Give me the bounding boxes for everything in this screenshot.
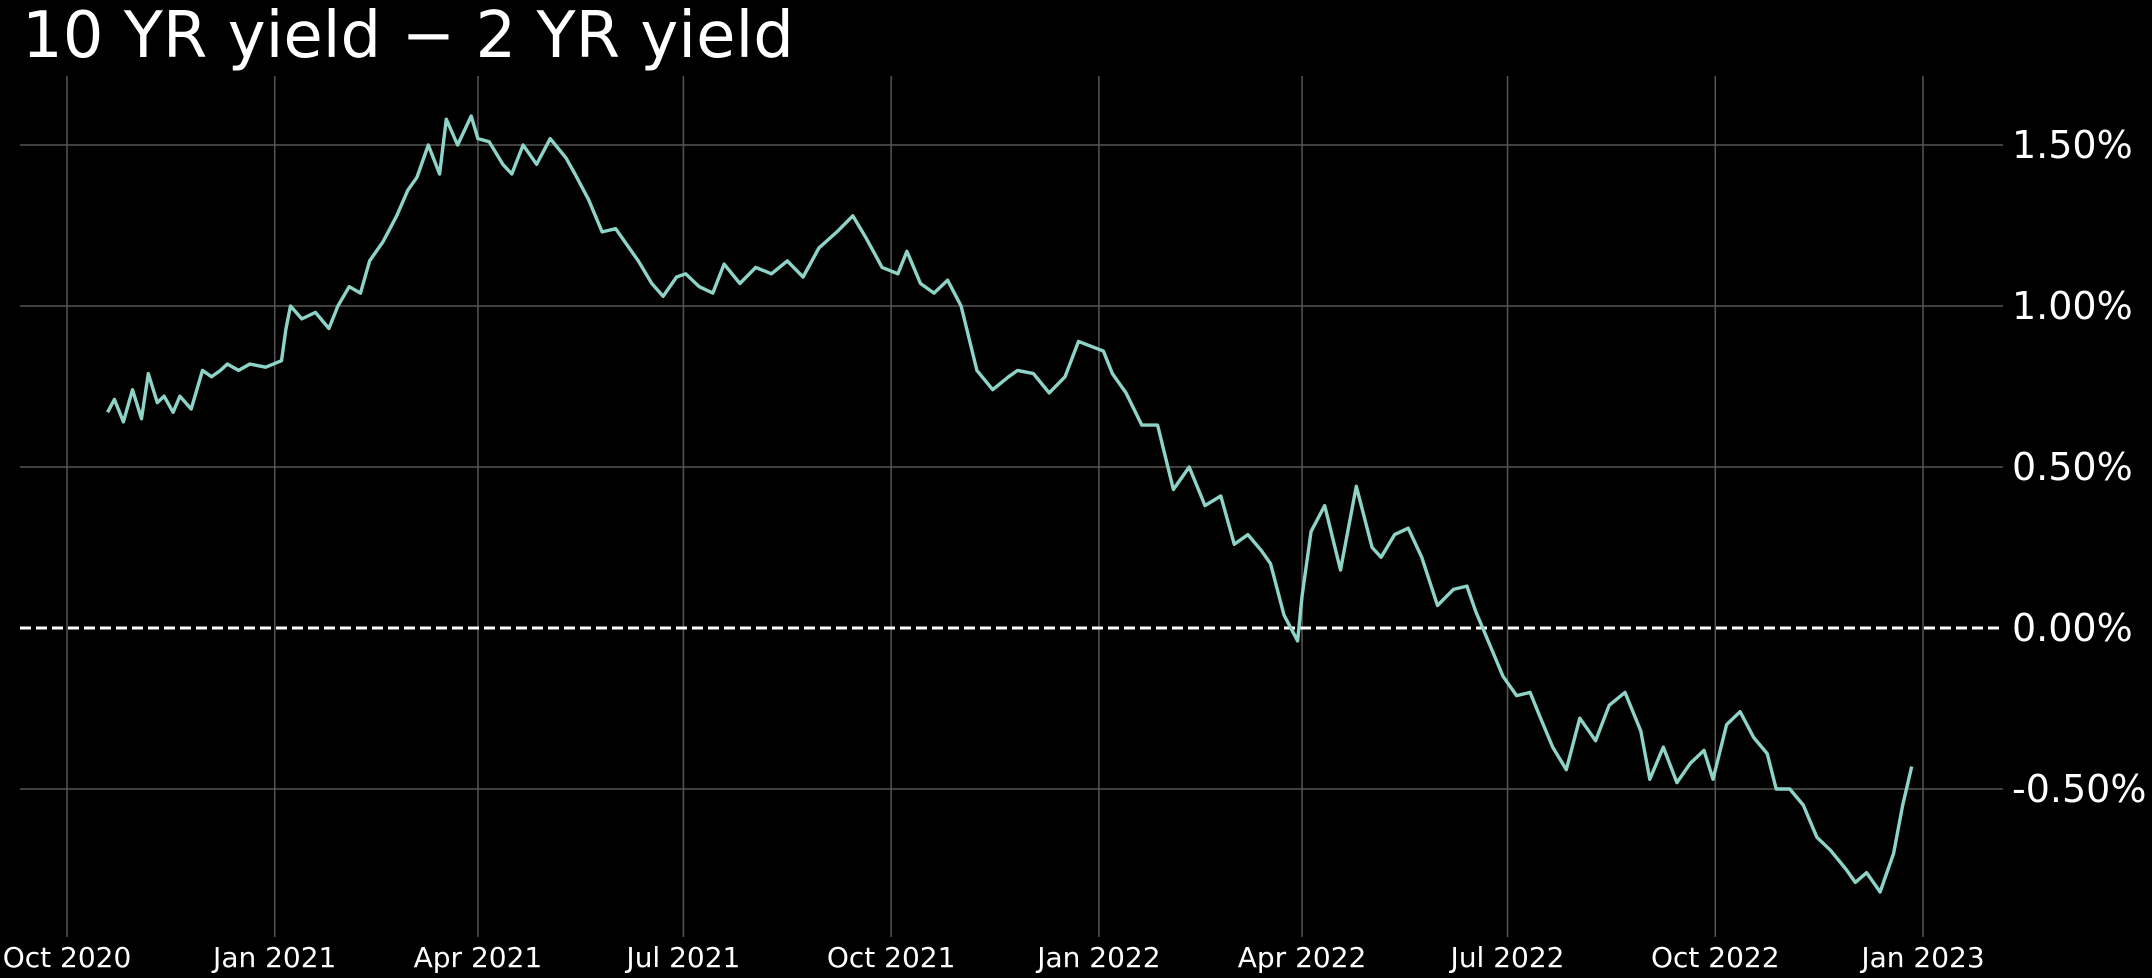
y-tick-label: 0.00%	[2012, 606, 2133, 650]
x-tick-label: Apr 2021	[413, 941, 543, 974]
x-tick-label: Jan 2021	[213, 941, 337, 974]
x-tick-label: Jan 2023	[1861, 941, 1985, 974]
gridlines	[20, 76, 2003, 937]
y-tick-label: 1.50%	[2012, 123, 2133, 167]
y-tick-label: -0.50%	[2012, 767, 2147, 811]
yield-spread-line	[106, 114, 1914, 894]
y-tick-label: 1.00%	[2012, 284, 2133, 328]
chart-title: 10 YR yield − 2 YR yield	[22, 0, 794, 73]
x-tick-label: Apr 2022	[1237, 941, 1367, 974]
x-tick-label: Oct 2020	[2, 941, 132, 974]
x-tick-label: Jul 2022	[1450, 941, 1565, 974]
x-tick-label: Jan 2022	[1037, 941, 1161, 974]
x-tick-label: Oct 2022	[1650, 941, 1780, 974]
y-tick-label: 0.50%	[2012, 445, 2133, 489]
x-tick-label: Oct 2021	[826, 941, 956, 974]
x-tick-label: Jul 2021	[626, 941, 741, 974]
